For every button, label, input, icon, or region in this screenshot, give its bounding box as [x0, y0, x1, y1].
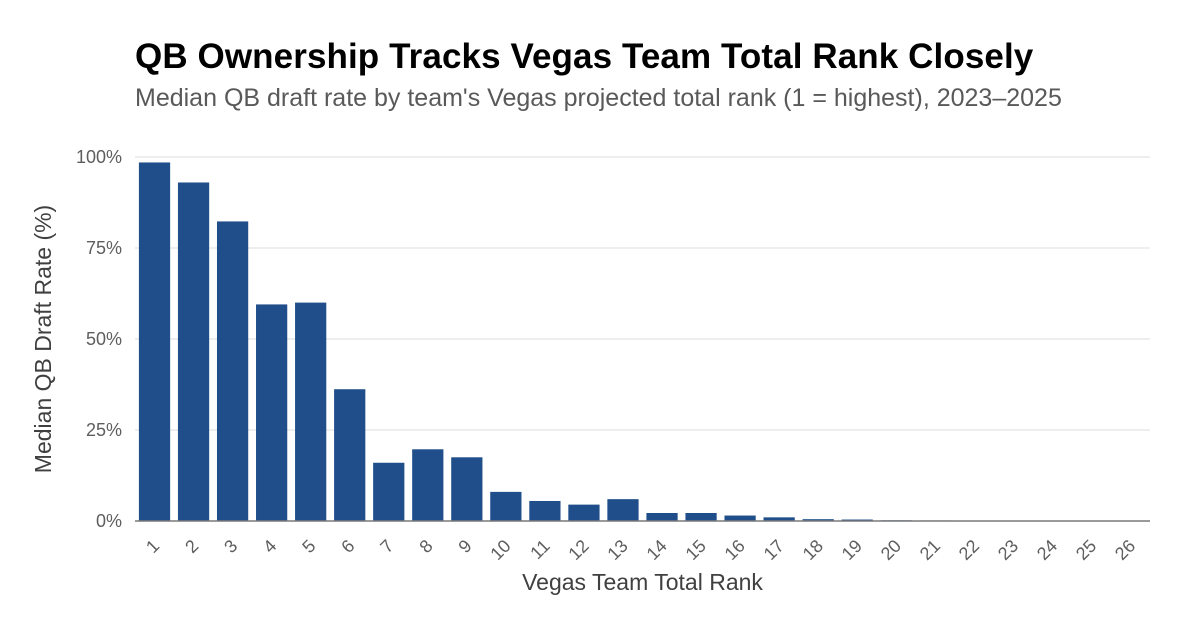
- bar-rank-3: [216, 221, 249, 522]
- bar-rank-18: [802, 519, 834, 521]
- bar-rank-7: [373, 462, 405, 521]
- y-tick-labels: 0% 25% 50% 75% 100%: [76, 147, 122, 531]
- x-tick-label: 4: [259, 536, 280, 557]
- y-tick-label: 25%: [86, 420, 122, 440]
- x-tick-label: 18: [799, 536, 827, 564]
- x-tick-label: 3: [220, 536, 241, 557]
- bar-rank-12: [568, 504, 600, 521]
- x-tick-label: 14: [643, 536, 671, 564]
- x-tick-label: 6: [337, 536, 358, 557]
- bar-rank-4: [256, 304, 288, 521]
- x-tick-label: 23: [994, 536, 1022, 564]
- x-tick-label: 5: [298, 536, 319, 557]
- x-tick-label: 1: [142, 536, 163, 557]
- bar-rank-8: [412, 449, 444, 521]
- x-tick-label: 25: [1072, 536, 1100, 564]
- bar-rank-10: [490, 491, 522, 521]
- x-tick-labels: 1 2 3 4 5 6 7 8 9 10 11 12 13 14 15 16 17 18 19 20 21 22 23 24 2…: [142, 536, 1139, 564]
- bars: [138, 162, 1147, 522]
- y-tick-label: 75%: [86, 238, 122, 258]
- bar-rank-5: [295, 302, 327, 521]
- y-tick-label: 50%: [86, 329, 122, 349]
- x-tick-label: 22: [955, 536, 983, 564]
- x-tick-label: 20: [877, 536, 905, 564]
- x-tick-label: 17: [760, 536, 788, 564]
- x-tick-label: 26: [1111, 536, 1139, 564]
- bar-rank-6: [334, 389, 366, 521]
- x-tick-label: 12: [564, 536, 592, 564]
- x-tick-label: 16: [721, 536, 749, 564]
- x-tick-label: 10: [486, 536, 514, 564]
- x-tick-label: 11: [526, 536, 553, 563]
- y-axis-title: Median QB Draft Rate (%): [30, 205, 56, 473]
- chart-subtitle: Median QB draft rate by team's Vegas pro…: [135, 84, 1062, 112]
- bar-rank-9: [451, 457, 483, 521]
- x-tick-label: 7: [376, 536, 397, 557]
- x-axis-title: Vegas Team Total Rank: [522, 569, 763, 595]
- x-tick-label: 8: [415, 536, 436, 557]
- y-tick-label: 0%: [96, 511, 122, 531]
- bar-rank-1: [138, 162, 171, 521]
- x-tick-label: 15: [682, 536, 710, 564]
- y-tick-label: 100%: [76, 147, 122, 167]
- bar-rank-14: [646, 512, 678, 521]
- x-tick-label: 2: [181, 536, 202, 557]
- bar-rank-15: [685, 512, 717, 521]
- chart-title: QB Ownership Tracks Vegas Team Total Ran…: [135, 37, 1034, 76]
- bar-rank-13: [607, 499, 639, 521]
- bar-rank-11: [529, 500, 561, 521]
- x-tick-label: 21: [916, 536, 944, 564]
- bar-rank-17: [763, 517, 795, 521]
- x-tick-label: 13: [604, 536, 632, 564]
- bar-rank-16: [724, 515, 756, 521]
- x-tick-label: 24: [1033, 536, 1061, 564]
- x-tick-label: 19: [838, 536, 866, 564]
- x-tick-label: 9: [454, 536, 475, 557]
- bar-rank-2: [177, 182, 210, 522]
